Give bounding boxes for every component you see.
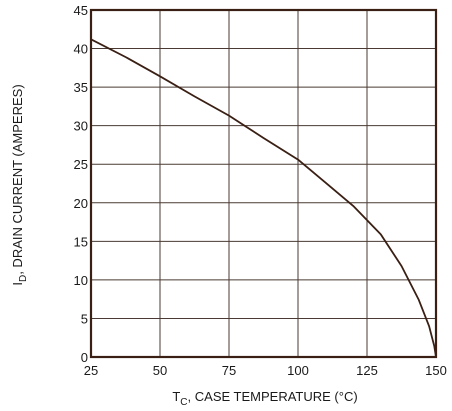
chart-grid (90, 9, 437, 358)
x-tick-label: 75 (222, 363, 236, 378)
series-line (90, 38, 437, 358)
x-axis-label: TC, CASE TEMPERATURE (°C) (172, 389, 357, 408)
y-tick-label: 40 (74, 42, 88, 57)
y-tick-label: 15 (74, 234, 88, 249)
x-axis-label-main: T (172, 389, 180, 404)
y-tick-label: 25 (74, 157, 88, 172)
y-axis-label: ID, DRAIN CURRENT (AMPERES) (10, 84, 29, 285)
y-tick-label: 5 (81, 311, 88, 326)
y-tick-label: 0 (81, 350, 88, 365)
y-tick-labels: 0 5 10 15 20 25 30 35 40 45 (74, 3, 88, 365)
y-axis-label-main: I (10, 282, 25, 286)
x-tick-label: 25 (84, 363, 98, 378)
x-tick-label: 150 (425, 363, 447, 378)
x-axis-label-rest: , CASE TEMPERATURE (°C) (188, 389, 358, 404)
x-tick-labels: 25 50 75 100 125 150 (84, 363, 447, 378)
x-tick-label: 100 (287, 363, 309, 378)
y-tick-label: 10 (74, 273, 88, 288)
x-axis-label-sub: C (180, 397, 187, 408)
y-tick-label: 35 (74, 80, 88, 95)
x-tick-label: 50 (153, 363, 167, 378)
x-tick-label: 125 (356, 363, 378, 378)
y-tick-label: 20 (74, 196, 88, 211)
y-axis-label-rest: , DRAIN CURRENT (AMPERES) (10, 84, 25, 274)
y-axis-label-sub: D (18, 275, 29, 282)
plot-frame (89, 8, 438, 359)
y-tick-label: 45 (74, 3, 88, 18)
y-tick-label: 30 (74, 119, 88, 134)
